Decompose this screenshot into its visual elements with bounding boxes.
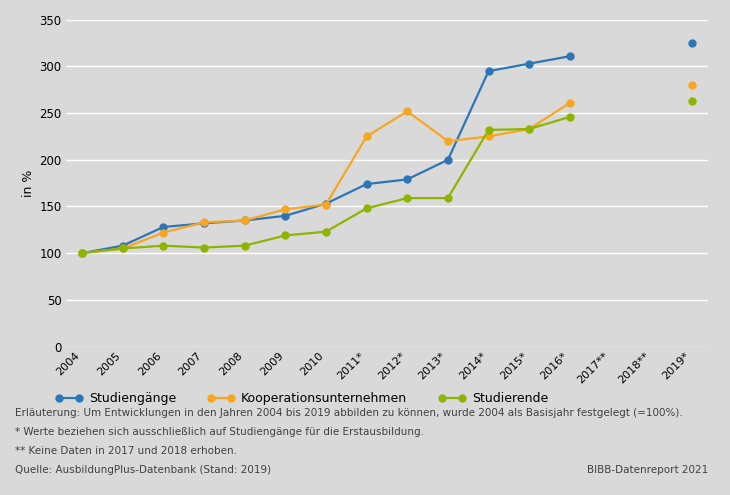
Studiengänge: [444, 157, 453, 163]
Studiengänge: [240, 217, 249, 223]
Kooperationsunternehmen: [321, 201, 330, 207]
Studierende: [118, 246, 127, 251]
Kooperationsunternehmen: [118, 246, 127, 251]
Studierende: [484, 127, 493, 133]
Kooperationsunternehmen: [199, 219, 208, 225]
Studierende: [321, 229, 330, 235]
Studiengänge: [159, 224, 168, 230]
Studiengänge: [566, 53, 575, 59]
Studierende: [362, 205, 371, 211]
Kooperationsunternehmen: [484, 134, 493, 140]
Kooperationsunternehmen: [159, 230, 168, 236]
Text: Quelle: AusbildungPlus-Datenbank (Stand: 2019): Quelle: AusbildungPlus-Datenbank (Stand:…: [15, 465, 271, 475]
Studiengänge: [281, 213, 290, 219]
Studierende: [281, 233, 290, 239]
Text: Erläuterung: Um Entwicklungen in den Jahren 2004 bis 2019 abbilden zu können, wu: Erläuterung: Um Entwicklungen in den Jah…: [15, 408, 683, 418]
Studiengänge: [118, 243, 127, 248]
Studierende: [525, 126, 534, 132]
Kooperationsunternehmen: [444, 138, 453, 144]
Kooperationsunternehmen: [525, 126, 534, 132]
Studiengänge: [321, 200, 330, 206]
Studiengänge: [199, 220, 208, 226]
Legend: Studiengänge, Kooperationsunternehmen, Studierende: Studiengänge, Kooperationsunternehmen, S…: [50, 388, 553, 410]
Studiengänge: [77, 250, 86, 256]
Studierende: [77, 250, 86, 256]
Kooperationsunternehmen: [240, 217, 249, 223]
Kooperationsunternehmen: [362, 134, 371, 140]
Text: * Werte beziehen sich ausschließlich auf Studiengänge für die Erstausbildung.: * Werte beziehen sich ausschließlich auf…: [15, 427, 423, 437]
Kooperationsunternehmen: [403, 108, 412, 114]
Y-axis label: in %: in %: [22, 169, 35, 197]
Studiengänge: [484, 68, 493, 74]
Text: ** Keine Daten in 2017 und 2018 erhoben.: ** Keine Daten in 2017 und 2018 erhoben.: [15, 446, 237, 456]
Line: Studierende: Studierende: [79, 113, 573, 256]
Studiengänge: [525, 61, 534, 67]
Studierende: [240, 243, 249, 248]
Studiengänge: [403, 176, 412, 182]
Studierende: [159, 243, 168, 248]
Text: BIBB-Datenreport 2021: BIBB-Datenreport 2021: [587, 465, 708, 475]
Studierende: [199, 245, 208, 250]
Line: Kooperationsunternehmen: Kooperationsunternehmen: [79, 99, 573, 256]
Studierende: [566, 114, 575, 120]
Kooperationsunternehmen: [281, 206, 290, 212]
Kooperationsunternehmen: [77, 250, 86, 256]
Kooperationsunternehmen: [566, 100, 575, 106]
Studierende: [403, 195, 412, 201]
Studierende: [444, 195, 453, 201]
Studiengänge: [362, 181, 371, 187]
Line: Studiengänge: Studiengänge: [79, 53, 573, 256]
